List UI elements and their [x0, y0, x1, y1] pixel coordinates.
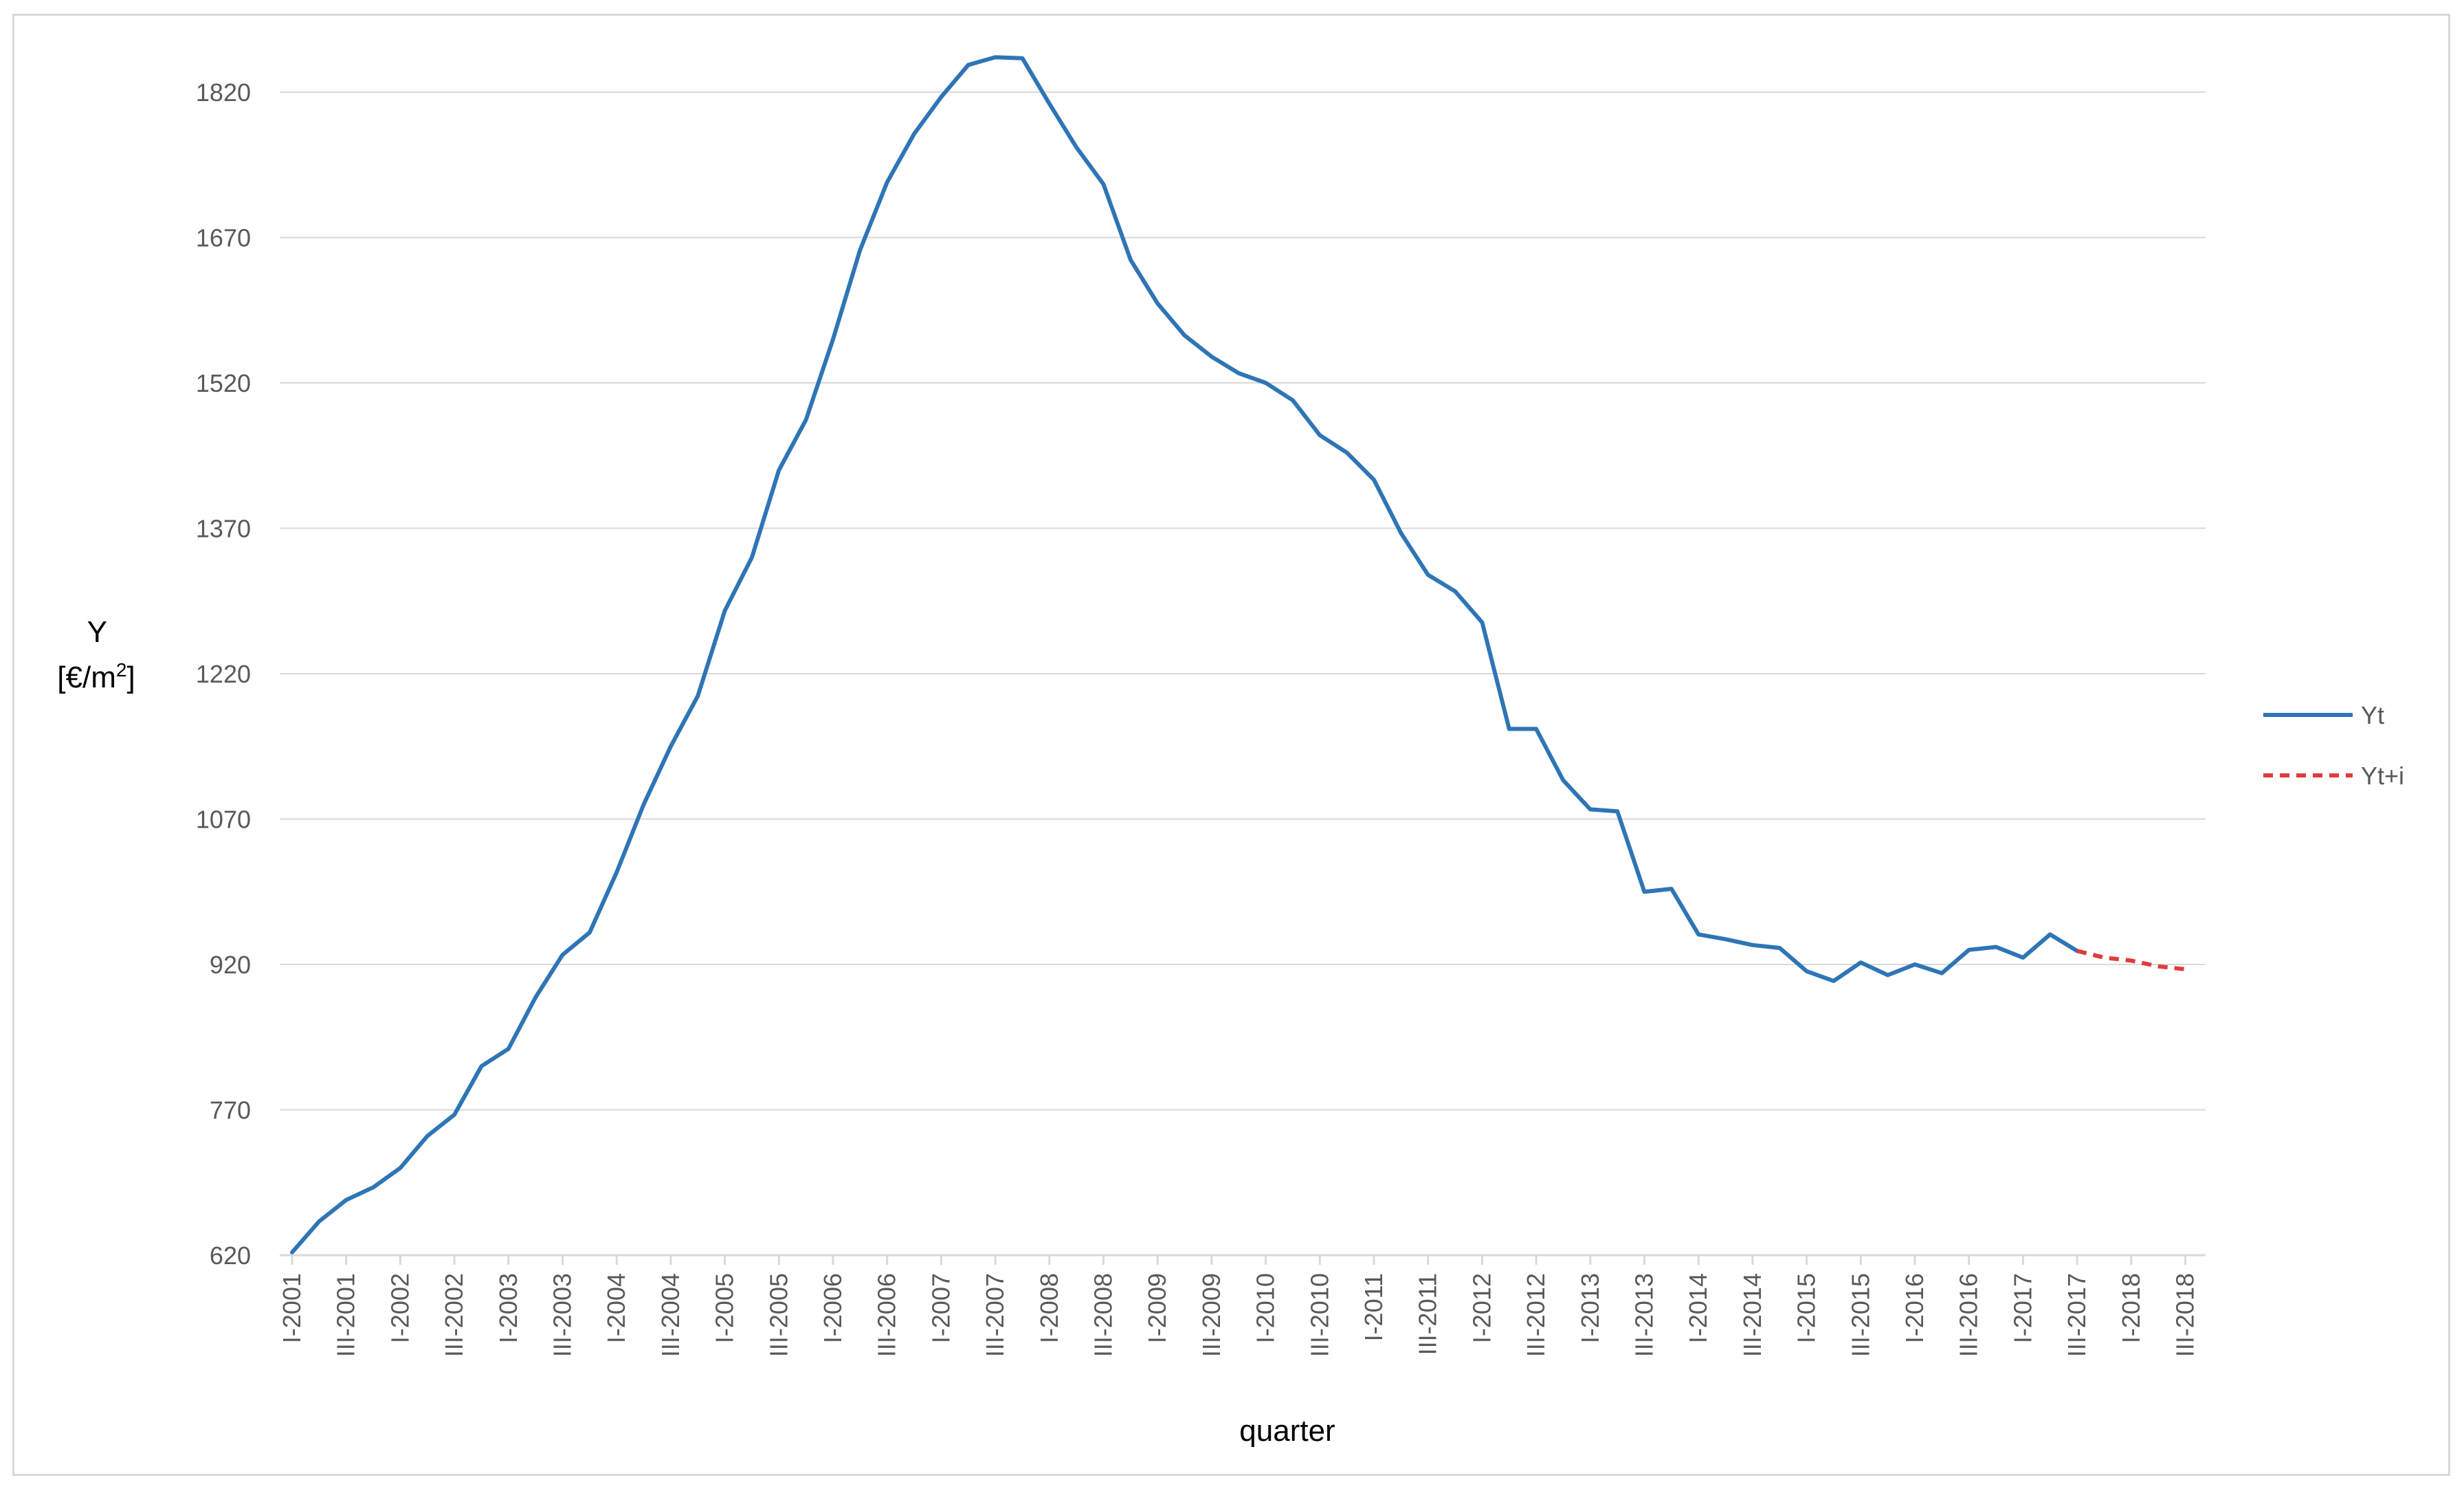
x-tick-label: III-2017 — [2063, 1273, 2091, 1357]
legend-label-yt: Yt — [2361, 701, 2384, 729]
x-tick-label: III-2011 — [1414, 1273, 1442, 1355]
x-tick-label: I-2013 — [1576, 1273, 1604, 1343]
y-axis-tick-labels: 620 770 920 1070 1220 1370 1520 1670 1820 — [196, 78, 251, 1270]
x-tick-label: III-2014 — [1738, 1273, 1766, 1357]
x-tick-label: III-2006 — [873, 1273, 901, 1357]
y-tick-label: 620 — [210, 1241, 251, 1270]
series-line-yt — [290, 55, 2080, 1255]
x-tick-label: I-2007 — [926, 1273, 955, 1343]
x-tick-label: I-2002 — [386, 1273, 414, 1343]
y-tick-label: 1820 — [196, 78, 251, 107]
y-axis-title-line1: Y — [87, 615, 107, 649]
x-tick-label: I-2018 — [2117, 1273, 2145, 1343]
x-tick-label: I-2015 — [1792, 1273, 1821, 1343]
y-axis-title-line2-suffix: ] — [126, 661, 135, 694]
x-tick-label: I-2006 — [819, 1273, 847, 1343]
series-lines — [290, 55, 2186, 1255]
x-tick-label: III-2018 — [2171, 1273, 2199, 1357]
x-tick-label: I-2014 — [1684, 1273, 1712, 1343]
x-tick-label: I-2016 — [1900, 1273, 1929, 1343]
x-tick-label: III-2005 — [764, 1273, 792, 1357]
x-tick-label: III-2015 — [1846, 1273, 1874, 1357]
x-tick-label: I-2004 — [602, 1273, 630, 1343]
x-tick-label: III-2004 — [656, 1273, 685, 1357]
x-tick-label: I-2005 — [711, 1273, 739, 1343]
chart-frame — [12, 14, 2450, 1476]
y-tick-label: 920 — [210, 951, 251, 979]
y-tick-label: 1220 — [196, 660, 251, 688]
x-tick-label: I-2010 — [1252, 1273, 1280, 1343]
x-tick-label: III-2008 — [1089, 1273, 1118, 1357]
y-tick-label: 1670 — [196, 224, 251, 252]
x-tick-label: III-2010 — [1305, 1273, 1333, 1357]
x-tick-label: I-2017 — [2008, 1273, 2036, 1343]
x-tick-label: I-2001 — [278, 1273, 306, 1343]
legend: Yt Yt+i — [2263, 701, 2404, 790]
y-tick-label: 1370 — [196, 515, 251, 543]
y-tick-label: 770 — [210, 1096, 251, 1125]
x-tick-label: III-2001 — [332, 1273, 360, 1357]
y-axis-title-superscript: 2 — [116, 659, 127, 681]
x-tick-label: I-2011 — [1359, 1273, 1388, 1341]
x-tick-label: I-2008 — [1035, 1273, 1063, 1343]
x-tick-label: I-2003 — [494, 1273, 522, 1343]
y-axis-title: Y [€/m2] — [57, 615, 135, 694]
x-tick-label: I-2009 — [1143, 1273, 1171, 1343]
x-tick-label: III-2003 — [548, 1273, 577, 1357]
x-axis-title: quarter — [1239, 1414, 1335, 1448]
x-tick-label: III-2009 — [1197, 1273, 1225, 1357]
gridlines — [280, 91, 2206, 1111]
series-line-yt-plus-i — [2076, 949, 2186, 971]
x-axis — [280, 1254, 2206, 1265]
x-tick-label: III-2012 — [1522, 1273, 1550, 1357]
y-axis-title-line2-prefix: [€/m — [57, 661, 116, 694]
x-tick-label: III-2013 — [1630, 1273, 1658, 1357]
y-tick-label: 1070 — [196, 806, 251, 834]
x-tick-label: I-2012 — [1467, 1273, 1496, 1343]
x-tick-label: III-2007 — [981, 1273, 1009, 1357]
x-tick-label: III-2016 — [1955, 1273, 1983, 1357]
x-axis-tick-labels: I-2001 III-2001 I-2002 III-2002 I-2003 III-20… — [278, 1273, 2199, 1357]
x-tick-label: III-2002 — [440, 1273, 468, 1357]
legend-label-yt-plus-i: Yt+i — [2361, 762, 2404, 790]
y-tick-label: 1520 — [196, 369, 251, 397]
